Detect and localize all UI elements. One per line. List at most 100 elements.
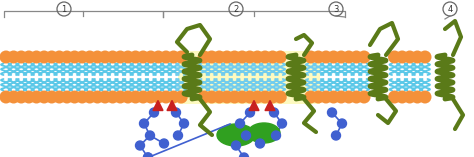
Circle shape xyxy=(22,51,36,63)
Circle shape xyxy=(205,51,218,63)
Circle shape xyxy=(45,51,58,63)
Circle shape xyxy=(236,119,245,128)
Circle shape xyxy=(403,90,416,103)
Circle shape xyxy=(144,153,153,157)
Circle shape xyxy=(335,51,348,63)
Circle shape xyxy=(0,90,12,103)
Circle shape xyxy=(411,90,424,103)
Circle shape xyxy=(61,51,73,63)
Circle shape xyxy=(255,139,264,148)
Circle shape xyxy=(159,51,173,63)
Circle shape xyxy=(173,131,182,140)
Circle shape xyxy=(342,51,356,63)
Circle shape xyxy=(53,90,66,103)
Circle shape xyxy=(167,90,180,103)
Circle shape xyxy=(198,51,210,63)
Circle shape xyxy=(144,51,157,63)
Polygon shape xyxy=(249,100,259,111)
Ellipse shape xyxy=(217,124,255,146)
Circle shape xyxy=(45,90,58,103)
Circle shape xyxy=(350,90,363,103)
Circle shape xyxy=(335,90,348,103)
Circle shape xyxy=(68,90,81,103)
Circle shape xyxy=(388,90,401,103)
Circle shape xyxy=(342,90,356,103)
Circle shape xyxy=(121,90,135,103)
Circle shape xyxy=(7,51,20,63)
Circle shape xyxy=(274,51,287,63)
Circle shape xyxy=(53,51,66,63)
Circle shape xyxy=(388,51,401,63)
Circle shape xyxy=(106,90,119,103)
Circle shape xyxy=(146,131,155,140)
Circle shape xyxy=(68,51,81,63)
Text: 1: 1 xyxy=(61,5,67,14)
Circle shape xyxy=(7,90,20,103)
Circle shape xyxy=(129,51,142,63)
Circle shape xyxy=(411,51,424,63)
Text: 2: 2 xyxy=(233,5,238,14)
Circle shape xyxy=(139,119,148,128)
Circle shape xyxy=(121,51,135,63)
Circle shape xyxy=(0,51,12,63)
Circle shape xyxy=(91,51,104,63)
Circle shape xyxy=(228,90,241,103)
Circle shape xyxy=(274,90,287,103)
Circle shape xyxy=(91,90,104,103)
Circle shape xyxy=(159,139,168,148)
Circle shape xyxy=(37,90,51,103)
Circle shape xyxy=(396,90,409,103)
Circle shape xyxy=(37,51,51,63)
Polygon shape xyxy=(265,100,275,111)
Circle shape xyxy=(144,153,153,157)
Circle shape xyxy=(106,51,119,63)
Circle shape xyxy=(246,108,255,117)
Circle shape xyxy=(312,51,325,63)
Circle shape xyxy=(114,51,127,63)
Circle shape xyxy=(251,90,264,103)
Circle shape xyxy=(167,51,180,63)
Circle shape xyxy=(357,90,371,103)
Circle shape xyxy=(137,51,150,63)
Circle shape xyxy=(30,51,43,63)
Circle shape xyxy=(144,90,157,103)
Circle shape xyxy=(403,51,416,63)
Circle shape xyxy=(419,51,431,63)
Circle shape xyxy=(220,51,233,63)
Circle shape xyxy=(396,51,409,63)
Circle shape xyxy=(236,51,249,63)
Circle shape xyxy=(337,119,346,128)
Circle shape xyxy=(327,51,340,63)
Circle shape xyxy=(114,90,127,103)
Circle shape xyxy=(319,51,332,63)
Circle shape xyxy=(357,51,371,63)
Circle shape xyxy=(241,131,250,140)
Circle shape xyxy=(243,90,256,103)
Circle shape xyxy=(22,90,36,103)
Circle shape xyxy=(239,153,248,157)
Circle shape xyxy=(129,90,142,103)
Circle shape xyxy=(327,90,340,103)
Circle shape xyxy=(277,119,286,128)
Text: 3: 3 xyxy=(333,5,339,14)
Circle shape xyxy=(231,141,240,150)
Circle shape xyxy=(304,51,317,63)
Circle shape xyxy=(30,90,43,103)
Circle shape xyxy=(136,141,145,150)
Bar xyxy=(178,51,320,103)
Circle shape xyxy=(319,90,332,103)
Circle shape xyxy=(258,51,272,63)
Polygon shape xyxy=(153,100,163,111)
Circle shape xyxy=(159,90,173,103)
Polygon shape xyxy=(167,100,177,111)
Circle shape xyxy=(152,51,165,63)
Circle shape xyxy=(236,90,249,103)
Circle shape xyxy=(213,51,226,63)
Circle shape xyxy=(205,90,218,103)
Circle shape xyxy=(172,108,181,117)
Circle shape xyxy=(175,51,188,63)
Circle shape xyxy=(213,90,226,103)
Circle shape xyxy=(328,108,337,117)
Circle shape xyxy=(304,90,317,103)
Circle shape xyxy=(251,51,264,63)
